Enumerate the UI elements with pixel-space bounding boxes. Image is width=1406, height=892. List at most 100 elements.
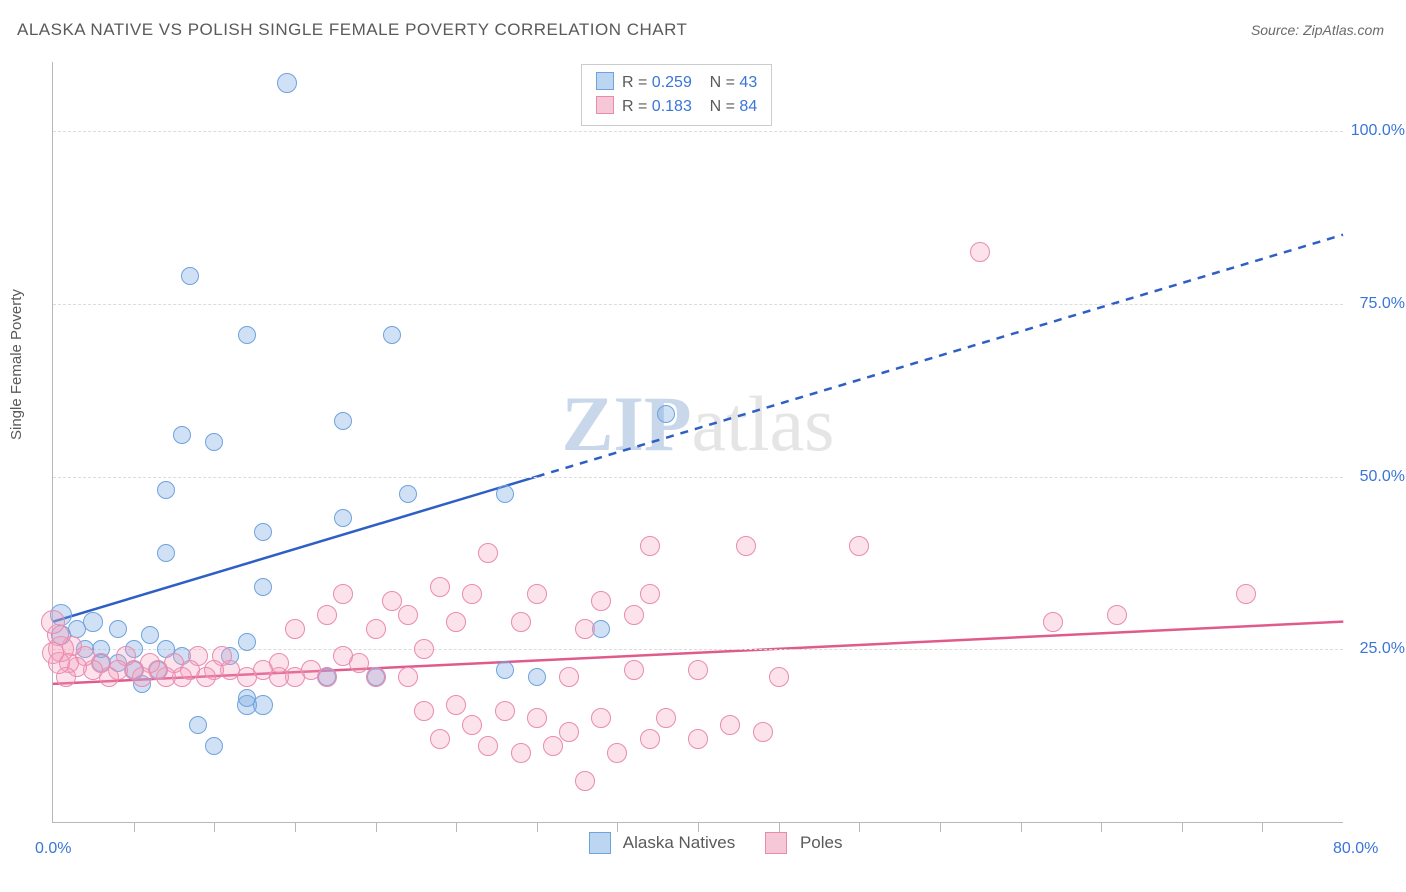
data-point: [769, 667, 789, 687]
data-point: [543, 736, 563, 756]
x-tick: [617, 822, 618, 832]
scatter-plot-area: ZIPatlas 25.0%50.0%75.0%100.0%0.0%80.0%R…: [52, 62, 1343, 823]
data-point: [181, 267, 199, 285]
data-point: [657, 405, 675, 423]
data-point: [333, 584, 353, 604]
data-point: [238, 633, 256, 651]
data-point: [527, 708, 547, 728]
x-tick: [295, 822, 296, 832]
data-point: [496, 485, 514, 503]
series-legend: Alaska Natives Poles: [589, 832, 842, 854]
data-point: [527, 584, 547, 604]
data-point: [575, 771, 595, 791]
x-tick: [859, 822, 860, 832]
data-point: [970, 242, 990, 262]
data-point: [398, 667, 418, 687]
legend-series-name: Poles: [795, 833, 842, 852]
legend-n-value: 43: [739, 74, 757, 91]
gridline-y: [53, 131, 1343, 132]
x-tick: [940, 822, 941, 832]
data-point: [157, 544, 175, 562]
data-point: [511, 743, 531, 763]
x-tick: [134, 822, 135, 832]
data-point: [366, 667, 386, 687]
x-tick: [779, 822, 780, 832]
x-tick: [698, 822, 699, 832]
legend-series-name: Alaska Natives: [619, 833, 735, 852]
source-attribution: Source: ZipAtlas.com: [1251, 22, 1384, 38]
x-tick: [1101, 822, 1102, 832]
data-point: [575, 619, 595, 639]
x-tick: [376, 822, 377, 832]
data-point: [414, 701, 434, 721]
y-tick-label: 25.0%: [1360, 640, 1405, 658]
data-point: [528, 668, 546, 686]
legend-n-value: 84: [739, 98, 757, 115]
data-point: [607, 743, 627, 763]
data-point: [398, 605, 418, 625]
data-point: [277, 73, 297, 93]
data-point: [83, 612, 103, 632]
legend-n-label: N =: [710, 98, 740, 115]
x-tick: [537, 822, 538, 832]
watermark-atlas: atlas: [692, 380, 835, 467]
data-point: [720, 715, 740, 735]
data-point: [238, 689, 256, 707]
data-point: [334, 412, 352, 430]
data-point: [462, 584, 482, 604]
data-point: [141, 626, 159, 644]
y-tick-label: 75.0%: [1360, 295, 1405, 313]
data-point: [42, 642, 64, 664]
data-point: [366, 619, 386, 639]
data-point: [688, 729, 708, 749]
data-point: [656, 708, 676, 728]
data-point: [462, 715, 482, 735]
data-point: [173, 426, 191, 444]
data-point: [591, 591, 611, 611]
data-point: [254, 523, 272, 541]
data-point: [333, 646, 353, 666]
gridline-y: [53, 477, 1343, 478]
data-point: [478, 543, 498, 563]
data-point: [1236, 584, 1256, 604]
legend-r-label: R =: [622, 98, 652, 115]
data-point: [640, 729, 660, 749]
x-tick: [456, 822, 457, 832]
legend-swatch: [596, 72, 614, 90]
data-point: [41, 610, 65, 634]
data-point: [624, 605, 644, 625]
data-point: [624, 660, 644, 680]
data-point: [430, 577, 450, 597]
data-point: [591, 708, 611, 728]
data-point: [640, 536, 660, 556]
data-point: [205, 433, 223, 451]
data-point: [238, 326, 256, 344]
data-point: [688, 660, 708, 680]
data-point: [1107, 605, 1127, 625]
data-point: [559, 722, 579, 742]
data-point: [496, 661, 514, 679]
data-point: [495, 701, 515, 721]
data-point: [399, 485, 417, 503]
data-point: [285, 619, 305, 639]
legend-swatch: [589, 832, 611, 854]
legend-r-value: 0.259: [652, 74, 692, 91]
x-tick: [1021, 822, 1022, 832]
correlation-legend-row: R = 0.183 N = 84: [596, 95, 757, 119]
data-point: [414, 639, 434, 659]
correlation-legend: R = 0.259 N = 43R = 0.183 N = 84: [581, 64, 772, 126]
y-tick-label: 100.0%: [1351, 122, 1405, 140]
legend-swatch: [765, 832, 787, 854]
legend-r-label: R =: [622, 74, 652, 91]
correlation-legend-row: R = 0.259 N = 43: [596, 71, 757, 95]
data-point: [382, 591, 402, 611]
data-point: [205, 737, 223, 755]
legend-n-label: N =: [710, 74, 740, 91]
data-point: [478, 736, 498, 756]
x-tick: [1262, 822, 1263, 832]
chart-title: ALASKA NATIVE VS POLISH SINGLE FEMALE PO…: [17, 20, 687, 40]
x-tick-label: 0.0%: [35, 840, 71, 858]
data-point: [334, 509, 352, 527]
data-point: [446, 612, 466, 632]
watermark: ZIPatlas: [562, 379, 835, 469]
